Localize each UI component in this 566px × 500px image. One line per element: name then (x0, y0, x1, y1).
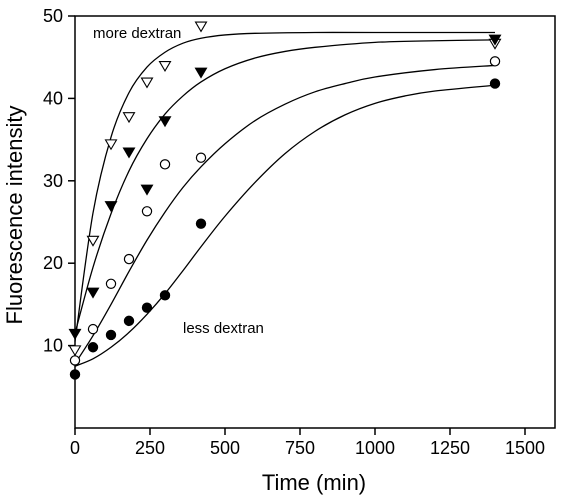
open-circle-marker (489, 56, 501, 67)
fit-curve-filled-triangle-down (74, 39, 496, 334)
filled-circle-marker (489, 78, 501, 89)
filled-circle-marker (87, 342, 99, 353)
open-triangle-down-marker (140, 77, 154, 89)
x-tick-label: 500 (210, 438, 240, 458)
y-tick-label: 50 (43, 6, 63, 26)
filled-circle-marker (105, 329, 117, 341)
fit-curves (74, 31, 496, 367)
filled-circle-marker (141, 302, 153, 313)
open-circle-marker (69, 355, 81, 366)
plot-frame (74, 15, 556, 429)
data-markers (68, 21, 502, 380)
axes (68, 15, 556, 435)
open-triangle-down-marker (122, 112, 136, 124)
filled-circle-marker (69, 369, 81, 380)
y-tick-label: 30 (43, 171, 63, 191)
open-triangle-down-marker (68, 345, 82, 357)
filled-triangle-down-marker (488, 34, 502, 46)
filled-circle-marker (123, 315, 135, 327)
x-axis-label: Time (min) (262, 470, 366, 495)
filled-triangle-down-marker (194, 67, 208, 79)
open-circle-marker (87, 323, 99, 335)
y-axis-label: Fluorescence intensity (2, 106, 27, 325)
fit-curve-filled-circle (74, 84, 496, 367)
annotation-label: more dextran (93, 25, 181, 42)
open-triangle-down-marker (194, 21, 208, 33)
tick-labels: 0 250 500 750 1000 1250 1500 10 20 30 40 50 (43, 6, 545, 458)
filled-triangle-down-marker (86, 287, 100, 299)
y-tick-label: 10 (43, 336, 63, 356)
open-circle-marker (195, 152, 207, 163)
filled-triangle-down-marker (140, 184, 154, 196)
open-triangle-down-marker (158, 61, 172, 73)
x-tick-label: 0 (70, 438, 80, 458)
x-tick-label: 750 (285, 438, 315, 458)
annotation-label: less dextran (183, 320, 264, 337)
x-tick-label: 1500 (505, 438, 545, 458)
x-tick-label: 1000 (355, 438, 395, 458)
filled-triangle-down-marker (104, 201, 118, 213)
annotations: more dextran less dextran (93, 25, 264, 337)
x-tick-label: 1250 (430, 438, 470, 458)
x-tick-label: 250 (135, 438, 165, 458)
filled-triangle-down-marker (122, 147, 136, 159)
open-circle-marker (123, 253, 135, 265)
filled-circle-marker (159, 290, 171, 301)
filled-triangle-down-marker (158, 116, 172, 128)
y-tick-label: 20 (43, 253, 63, 273)
fit-curve-open-triangle-down (74, 31, 495, 342)
fit-curve-open-circle (74, 64, 496, 365)
open-circle-marker (159, 159, 171, 170)
open-triangle-down-marker (86, 235, 100, 247)
y-tick-label: 40 (43, 88, 63, 108)
open-triangle-down-marker (104, 139, 118, 151)
filled-circle-marker (195, 218, 207, 229)
filled-triangle-down-marker (68, 328, 82, 340)
open-circle-marker (141, 206, 153, 217)
open-circle-marker (105, 278, 117, 289)
